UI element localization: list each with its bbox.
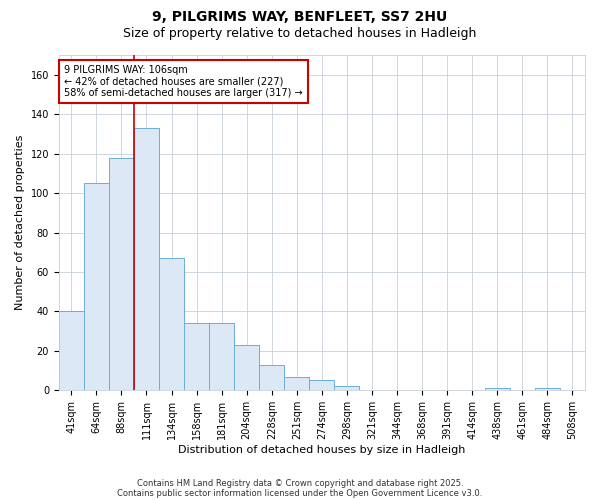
Bar — [184, 324, 209, 390]
Bar — [535, 388, 560, 390]
Bar — [334, 386, 359, 390]
Bar — [84, 183, 109, 390]
Bar — [59, 312, 84, 390]
Text: Contains public sector information licensed under the Open Government Licence v3: Contains public sector information licen… — [118, 488, 482, 498]
X-axis label: Distribution of detached houses by size in Hadleigh: Distribution of detached houses by size … — [178, 445, 466, 455]
Bar — [310, 380, 334, 390]
Text: 9 PILGRIMS WAY: 106sqm
← 42% of detached houses are smaller (227)
58% of semi-de: 9 PILGRIMS WAY: 106sqm ← 42% of detached… — [64, 65, 302, 98]
Bar — [259, 364, 284, 390]
Bar — [134, 128, 159, 390]
Bar — [284, 376, 310, 390]
Text: Size of property relative to detached houses in Hadleigh: Size of property relative to detached ho… — [124, 28, 476, 40]
Bar — [209, 324, 234, 390]
Y-axis label: Number of detached properties: Number of detached properties — [15, 135, 25, 310]
Bar — [109, 158, 134, 390]
Bar — [485, 388, 510, 390]
Text: 9, PILGRIMS WAY, BENFLEET, SS7 2HU: 9, PILGRIMS WAY, BENFLEET, SS7 2HU — [152, 10, 448, 24]
Bar — [159, 258, 184, 390]
Text: Contains HM Land Registry data © Crown copyright and database right 2025.: Contains HM Land Registry data © Crown c… — [137, 478, 463, 488]
Bar — [234, 345, 259, 391]
